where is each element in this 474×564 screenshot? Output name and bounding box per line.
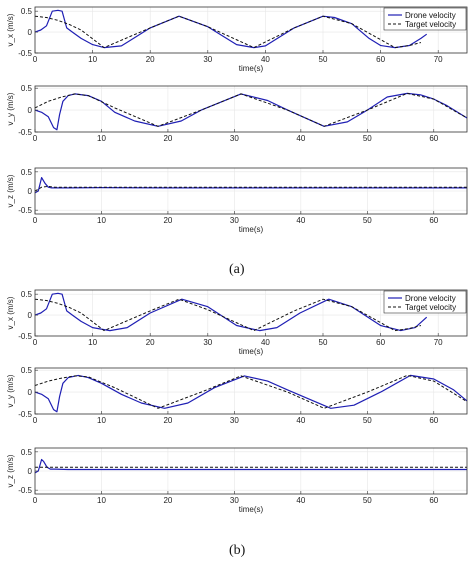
chart-b-2-ytick-label: 0.5 bbox=[21, 448, 33, 457]
chart-a-2-xtick-label: 60 bbox=[429, 216, 438, 225]
chart-b-2-ylabel: v_z (m/s) bbox=[6, 454, 15, 487]
chart-a-1-drone-line bbox=[34, 92, 468, 131]
chart-b-0-legend-target-label: Target velocity bbox=[405, 303, 456, 312]
chart-a-2-drone-line bbox=[34, 177, 467, 194]
chart-b-0-xtick-label: 60 bbox=[376, 338, 385, 347]
chart-b-0-xtick-label: 50 bbox=[319, 338, 328, 347]
panel-label-a: (a) bbox=[229, 262, 245, 277]
chart-a-2-ytick-label: 0.5 bbox=[21, 168, 33, 177]
chart-a-0-ylabel: v_x (m/s) bbox=[6, 13, 15, 46]
chart-b-1-xtick-label: 50 bbox=[363, 416, 372, 425]
chart-a-1-frame bbox=[34, 85, 468, 133]
chart-b-0-xtick-label: 10 bbox=[88, 338, 97, 347]
chart-a-0-ytick-label: 0.5 bbox=[21, 7, 33, 16]
chart-a-1-ylabel: v_y (m/s) bbox=[6, 92, 15, 125]
chart-a-1-xtick-label: 0 bbox=[33, 134, 38, 143]
chart-a-1-xtick-label: 10 bbox=[97, 134, 106, 143]
chart-b-1-xtick-label: 30 bbox=[230, 416, 239, 425]
chart-a-1-ytick-label: -0.5 bbox=[18, 128, 32, 137]
chart-a-2-ytick-label: 0 bbox=[28, 187, 33, 196]
chart-a-0-xtick-label: 60 bbox=[376, 55, 385, 64]
chart-b-1-xtick-label: 40 bbox=[296, 416, 305, 425]
chart-b-1-ytick-label: -0.5 bbox=[18, 410, 32, 419]
chart-b-1-xtick-label: 10 bbox=[97, 416, 106, 425]
chart-a-2-xlabel: time(s) bbox=[239, 225, 264, 234]
chart-a-0-xtick-label: 40 bbox=[261, 55, 270, 64]
chart-a-0-xtick-label: 0 bbox=[33, 55, 38, 64]
chart-a-0-xtick-label: 30 bbox=[203, 55, 212, 64]
chart-b-1-xtick-label: 0 bbox=[33, 416, 38, 425]
chart-a-1-xtick-label: 40 bbox=[296, 134, 305, 143]
chart-b-1-ytick-label: 0 bbox=[28, 388, 33, 397]
chart-a-0-xtick-label: 10 bbox=[88, 55, 97, 64]
chart-b-0-legend-drone-label: Drone velocity bbox=[405, 294, 456, 303]
chart-b-2-xtick-label: 40 bbox=[296, 496, 305, 505]
chart-a-2-xtick-label: 30 bbox=[230, 216, 239, 225]
chart-b-0-ylabel: v_x (m/s) bbox=[6, 296, 15, 329]
chart-b-1-xtick-label: 20 bbox=[163, 416, 172, 425]
chart-b-0-xtick-label: 70 bbox=[434, 338, 443, 347]
chart-b-1-ylabel: v_y (m/s) bbox=[6, 374, 15, 407]
chart-b-0-xtick-label: 40 bbox=[261, 338, 270, 347]
chart-b-0-xtick-label: 30 bbox=[203, 338, 212, 347]
chart-a-1-xtick-label: 50 bbox=[363, 134, 372, 143]
chart-b-2-drone-line bbox=[34, 458, 467, 474]
chart-a-0-xtick-label: 70 bbox=[434, 55, 443, 64]
chart-b-2-ytick-label: -0.5 bbox=[18, 486, 32, 495]
chart-a-1-plot-area bbox=[35, 86, 467, 132]
chart-b-1-target-line bbox=[34, 374, 468, 409]
chart-a-0-frame bbox=[34, 6, 468, 54]
chart-a-0-ytick-label: -0.5 bbox=[18, 49, 32, 58]
chart-b-0-xtick-label: 20 bbox=[146, 338, 155, 347]
panel-label-b: (b) bbox=[229, 543, 246, 558]
chart-b-0-target-line bbox=[34, 298, 422, 332]
chart-a-2-xtick-label: 0 bbox=[33, 216, 38, 225]
chart-b-2-xtick-label: 0 bbox=[33, 496, 38, 505]
chart-b-1-xtick-label: 60 bbox=[429, 416, 438, 425]
chart-a-0-drone-line bbox=[34, 9, 428, 49]
chart-a-2-xtick-label: 10 bbox=[97, 216, 106, 225]
chart-a-2-xtick-label: 20 bbox=[163, 216, 172, 225]
chart-a-0-xtick-label: 20 bbox=[146, 55, 155, 64]
chart-b-2-xtick-label: 50 bbox=[363, 496, 372, 505]
chart-a-2-ylabel: v_z (m/s) bbox=[6, 174, 15, 207]
chart-a-1-target-line bbox=[34, 92, 468, 127]
chart-a-1-ytick-label: 0 bbox=[28, 106, 33, 115]
chart-b-0-xtick-label: 0 bbox=[33, 338, 38, 347]
chart-b-0-ytick-label: -0.5 bbox=[18, 332, 32, 341]
chart-b-2-xtick-label: 10 bbox=[97, 496, 106, 505]
chart-a-2-target-line bbox=[34, 185, 467, 192]
chart-b-1-ytick-label: 0.5 bbox=[21, 366, 33, 375]
chart-a-1-xtick-label: 20 bbox=[163, 134, 172, 143]
chart-a-0-ytick-label: 0 bbox=[28, 28, 33, 37]
chart-b-2-xtick-label: 20 bbox=[163, 496, 172, 505]
chart-b-0-ytick-label: 0.5 bbox=[21, 290, 33, 299]
chart-a-0-legend-box bbox=[383, 7, 467, 31]
chart-b-2-xtick-label: 30 bbox=[230, 496, 239, 505]
chart-b-2-xlabel: time(s) bbox=[239, 505, 264, 514]
chart-a-0-legend-target-label: Target velocity bbox=[405, 20, 456, 29]
chart-b-2-xtick-label: 60 bbox=[429, 496, 438, 505]
chart-a-0-xlabel: time(s) bbox=[239, 64, 264, 73]
chart-a-1-xtick-label: 60 bbox=[429, 134, 438, 143]
chart-b-1-frame bbox=[34, 367, 468, 415]
chart-a-2-xtick-label: 50 bbox=[363, 216, 372, 225]
chart-a-2-xtick-label: 40 bbox=[296, 216, 305, 225]
chart-b-0-ytick-label: 0 bbox=[28, 311, 33, 320]
chart-a-1-ytick-label: 0.5 bbox=[21, 84, 33, 93]
chart-b-0-legend-box bbox=[383, 290, 467, 314]
chart-b-2-ytick-label: 0 bbox=[28, 467, 33, 476]
chart-a-0-legend-drone-label: Drone velocity bbox=[405, 11, 456, 20]
chart-a-0-target-line bbox=[34, 15, 422, 49]
chart-b-0-xlabel: time(s) bbox=[239, 347, 264, 356]
chart-a-2-ytick-label: -0.5 bbox=[18, 206, 32, 215]
chart-b-1-plot-area bbox=[35, 368, 467, 414]
chart-a-0-xtick-label: 50 bbox=[319, 55, 328, 64]
chart-b-0-frame bbox=[34, 289, 468, 337]
chart-a-1-xtick-label: 30 bbox=[230, 134, 239, 143]
